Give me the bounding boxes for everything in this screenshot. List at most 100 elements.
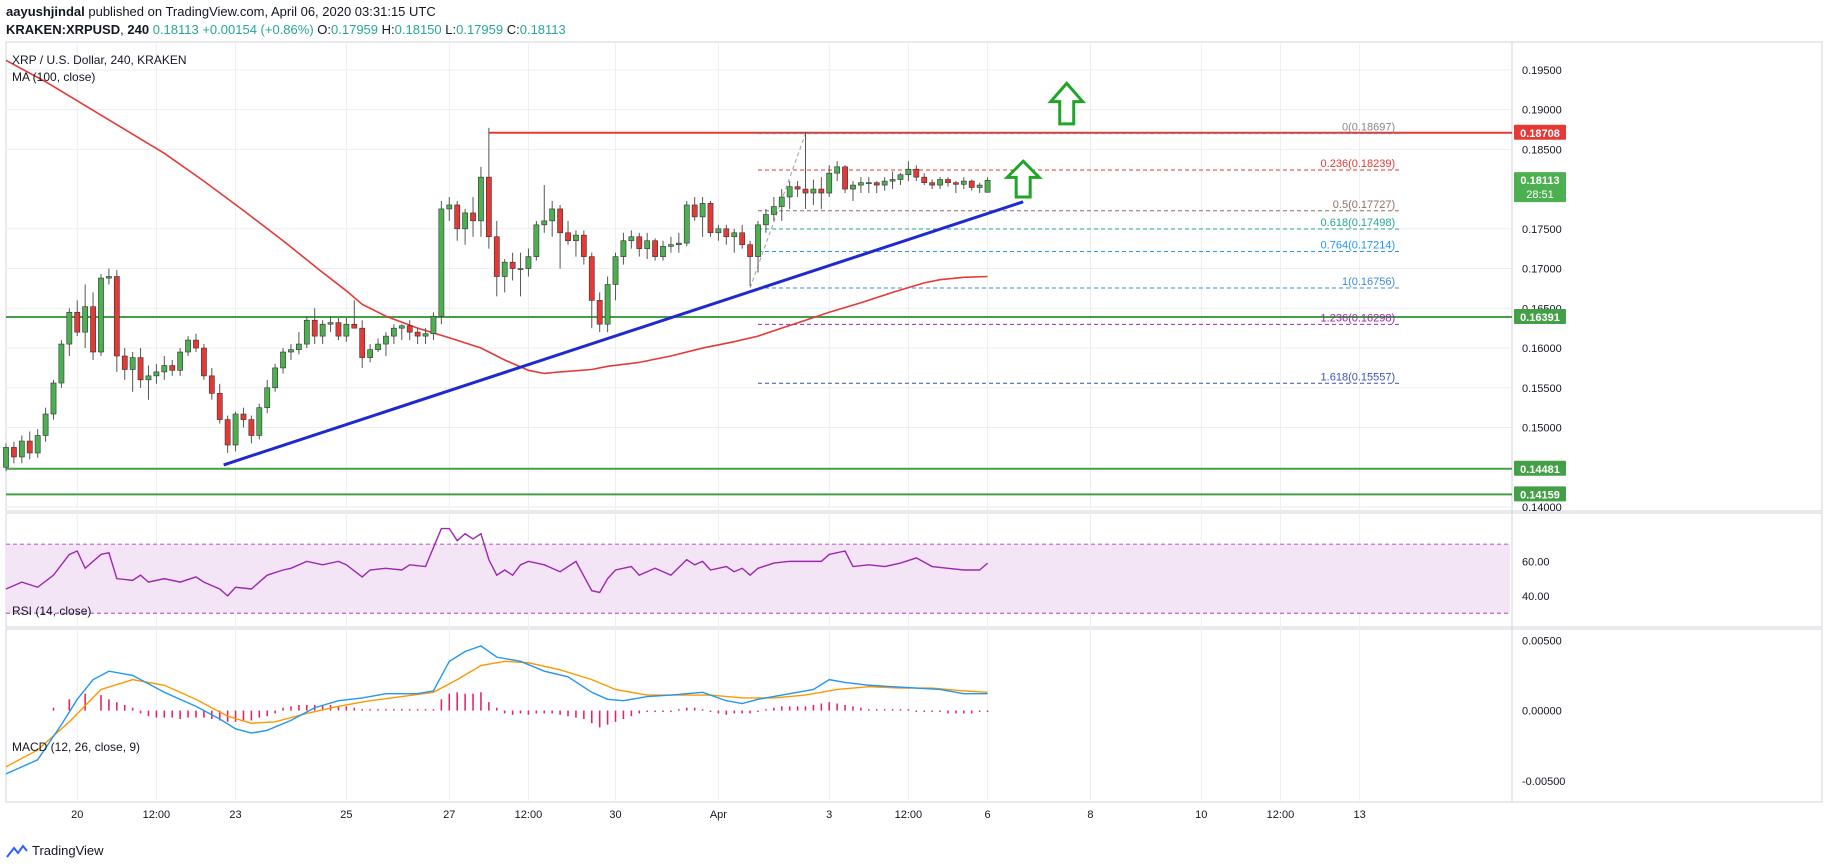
macd-histogram-bar (638, 710, 641, 714)
candle (98, 274, 104, 356)
macd-histogram-bar (955, 710, 957, 714)
candle-body (185, 339, 191, 353)
candle-body (161, 365, 168, 373)
price-marker-label: 0.18113 (1520, 175, 1559, 187)
candle (106, 268, 112, 285)
candle-body (691, 204, 698, 218)
low-value: 0.17959 (456, 22, 504, 37)
candle (858, 177, 864, 194)
rsi-band (6, 544, 1510, 614)
candle-body (533, 224, 540, 257)
candle-body (683, 204, 690, 244)
candle (881, 177, 888, 191)
fib-level-label: 0.5(0.17727) (1333, 199, 1395, 211)
candle (351, 300, 358, 329)
macd-histogram-bar (108, 699, 110, 711)
candle (145, 365, 152, 400)
candle (834, 161, 841, 182)
macd-histogram-bar (765, 709, 767, 711)
grid (6, 42, 1512, 802)
author-name[interactable]: aayushjindal (6, 4, 85, 19)
candle-body (842, 166, 848, 190)
candle (113, 270, 120, 372)
candle (3, 443, 9, 472)
candle-body (137, 357, 144, 381)
time-tick-label: 30 (609, 809, 621, 821)
price-pane-frame (5, 41, 1823, 512)
macd-histogram-bar (701, 709, 704, 711)
candle (343, 317, 350, 342)
macd-histogram-bar (947, 710, 949, 714)
macd-histogram-bar (883, 709, 886, 711)
candle-body (778, 196, 785, 207)
candle-body (145, 375, 152, 381)
price-marker-label: 0.14481 (1520, 464, 1560, 476)
candle-body (319, 323, 326, 337)
candle (675, 232, 682, 253)
macd-histogram-bar (361, 709, 363, 711)
macd-histogram-bar (203, 710, 205, 718)
price-marker: 0.16391 (1514, 308, 1566, 324)
macd-histogram-bar (401, 709, 403, 711)
candle (462, 208, 468, 245)
time-tick-label: 6 (984, 809, 990, 821)
candle (161, 355, 168, 380)
candle (755, 220, 761, 273)
macd-histogram-bar (978, 710, 981, 712)
candle (311, 308, 318, 345)
price-marker: 0.18708 (1514, 124, 1566, 140)
macd-histogram-bar (488, 702, 490, 711)
fib-level-label: 1.618(0.15557) (1321, 371, 1396, 383)
candle (691, 197, 698, 221)
candle (873, 181, 880, 194)
candle-body (889, 179, 896, 182)
macd-histogram-bar (939, 710, 941, 712)
macd-histogram-bar (622, 710, 625, 720)
countdown-label: 28:51 (1526, 189, 1554, 201)
macd-histogram-bar (218, 710, 221, 721)
candle (968, 179, 975, 191)
symbol-name[interactable]: KRAKEN:XRPUSD (6, 22, 121, 37)
candle-body (652, 240, 658, 257)
candle (636, 232, 643, 257)
macd-histogram-bar (678, 709, 680, 711)
high-label: H: (381, 22, 395, 37)
rsi-line (5, 527, 989, 597)
time-tick-label: 20 (71, 809, 83, 821)
macd-histogram-bar (923, 710, 926, 712)
macd-histogram-bar (844, 704, 846, 711)
candle-body (42, 413, 49, 436)
candle-body (224, 419, 231, 446)
candle (937, 177, 943, 190)
fib-level-label: 0.236(0.18239) (1321, 158, 1396, 170)
macd-histogram-bar (598, 710, 601, 728)
price-tick-label: 0.14000 (1522, 502, 1562, 514)
candle-body (802, 188, 809, 194)
macd-histogram-bar (891, 709, 894, 711)
candle-body (296, 343, 302, 350)
candle-body (786, 186, 793, 198)
macd-histogram-bar (717, 710, 720, 714)
candle-body (755, 224, 761, 257)
candle-body (644, 240, 651, 249)
macd-histogram-bar (796, 706, 799, 711)
candle-body (850, 184, 856, 190)
candle (517, 252, 524, 297)
macd-histogram-bar (749, 710, 751, 714)
candle-body (169, 365, 176, 371)
macd-histogram-bar (179, 710, 181, 720)
candle-body (723, 228, 730, 238)
macd-histogram-bar (804, 706, 807, 711)
candle (541, 185, 548, 233)
macd-histogram-bar (670, 710, 672, 712)
candle (668, 236, 674, 253)
time-tick-label: 8 (1087, 809, 1093, 821)
candle-body (98, 277, 104, 353)
brand-name[interactable]: TradingView (32, 843, 104, 858)
candle-body (34, 435, 41, 454)
macd-histogram-bar (68, 699, 71, 711)
candle (391, 324, 397, 345)
candle (533, 220, 540, 261)
candle-body (865, 182, 872, 184)
